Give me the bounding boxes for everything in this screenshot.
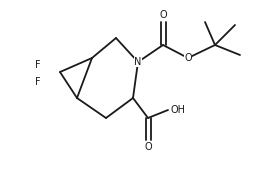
Text: F: F [35,77,41,87]
Text: O: O [184,53,192,63]
Text: OH: OH [170,105,186,115]
Text: F: F [35,60,41,70]
Text: O: O [144,142,152,152]
Text: O: O [159,10,167,20]
Text: N: N [134,57,142,67]
